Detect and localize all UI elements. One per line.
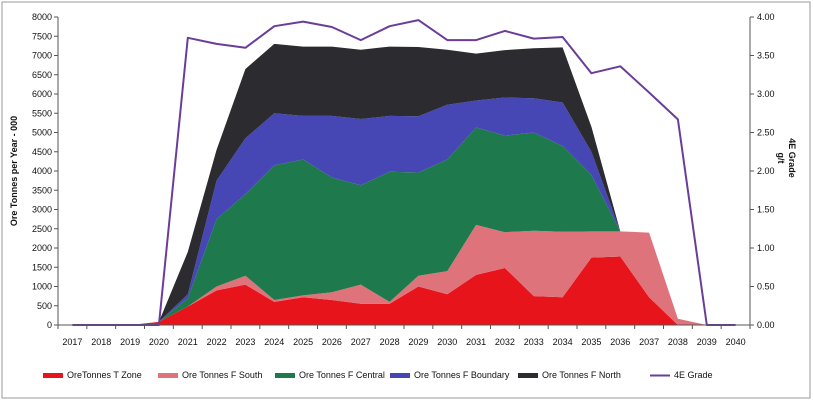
- y-axis-title: Ore Tonnes per Year - 000: [9, 116, 19, 226]
- left-axis-ticks: 0 500 1000 1500 2000 2500 3000 3500 4000 4500 5000…: [32, 12, 58, 330]
- y-tick-label: 0: [47, 320, 52, 330]
- y2-tick-label: 0.00: [757, 320, 775, 330]
- y-tick-label: 3000: [32, 205, 52, 215]
- area-series-2: [72, 127, 736, 325]
- x-tick-label: 2038: [668, 337, 688, 347]
- right-axis-ticks: 0.00 0.50 1.00 1.50 2.00 2.50 3.00 3.50 4.00: [750, 12, 775, 330]
- y-tick-label: 4000: [32, 166, 52, 176]
- legend: OreTonnes T Zone Ore Tonnes F South Ore To…: [43, 370, 713, 380]
- legend-swatch-1: [158, 373, 178, 378]
- x-tick-label: 2034: [553, 337, 573, 347]
- legend-swatch-3: [390, 373, 410, 378]
- y-tick-label: 1500: [32, 262, 52, 272]
- area-series-1: [72, 224, 736, 325]
- x-tick-label: 2036: [610, 337, 630, 347]
- y-tick-label: 7000: [32, 51, 52, 61]
- grade-line: [72, 19, 736, 326]
- x-tick-label: 2031: [466, 337, 486, 347]
- y2-tick-label: 3.50: [757, 51, 775, 61]
- area-series-group: [72, 43, 736, 326]
- y-tick-label: 6000: [32, 89, 52, 99]
- x-tick-label: 2026: [322, 337, 342, 347]
- y2-axis-title-line2: g/t: [776, 153, 786, 164]
- x-tick-label: 2017: [62, 337, 82, 347]
- x-tick-label: 2029: [408, 337, 428, 347]
- y-tick-label: 5500: [32, 108, 52, 118]
- area-series-3: [72, 97, 736, 325]
- area-series-0: [72, 256, 736, 325]
- y2-axis-title-line1: 4E Grade: [787, 138, 797, 178]
- x-tick-label: 2039: [697, 337, 717, 347]
- y-tick-label: 1000: [32, 282, 52, 292]
- legend-label-4: Ore Tonnes F North: [542, 370, 621, 380]
- x-tick-label: 2030: [437, 337, 457, 347]
- legend-label-0: OreTonnes T Zone: [67, 370, 142, 380]
- x-axis-ticks: 2017 2018 2019 2020 2021 2022 2023 2024 2025 2026…: [57, 325, 751, 347]
- x-tick-label: 2021: [178, 337, 198, 347]
- y-tick-label: 3500: [32, 185, 52, 195]
- x-tick-label: 2024: [264, 337, 284, 347]
- x-tick-label: 2020: [149, 337, 169, 347]
- x-tick-label: 2019: [120, 337, 140, 347]
- y2-tick-label: 0.50: [757, 282, 775, 292]
- x-tick-label: 2022: [207, 337, 227, 347]
- x-tick-label: 2032: [495, 337, 515, 347]
- area-series-4: [72, 43, 736, 326]
- legend-swatch-2: [275, 373, 295, 378]
- x-tick-label: 2023: [235, 337, 255, 347]
- y-tick-label: 7500: [32, 31, 52, 41]
- legend-label-grade: 4E Grade: [674, 370, 713, 380]
- y-tick-label: 5000: [32, 128, 52, 138]
- y-tick-label: 500: [37, 301, 52, 311]
- x-tick-label: 2040: [726, 337, 746, 347]
- y-tick-label: 8000: [32, 12, 52, 22]
- x-tick-label: 2025: [293, 337, 313, 347]
- y2-tick-label: 2.50: [757, 128, 775, 138]
- x-tick-label: 2037: [639, 337, 659, 347]
- legend-swatch-4: [518, 373, 538, 378]
- x-tick-label: 2035: [581, 337, 601, 347]
- x-tick-label: 2028: [380, 337, 400, 347]
- y2-tick-label: 2.00: [757, 166, 775, 176]
- y2-tick-label: 1.50: [757, 205, 775, 215]
- y2-tick-label: 4.00: [757, 12, 775, 22]
- y-tick-label: 6500: [32, 70, 52, 80]
- y-tick-label: 4500: [32, 147, 52, 157]
- legend-swatch-0: [43, 373, 63, 378]
- x-tick-label: 2018: [91, 337, 111, 347]
- grade-line-group: [72, 19, 736, 326]
- y2-tick-label: 3.00: [757, 89, 775, 99]
- y-tick-label: 2500: [32, 224, 52, 234]
- legend-label-2: Ore Tonnes F Central: [299, 370, 385, 380]
- y2-tick-label: 1.00: [757, 243, 775, 253]
- x-tick-label: 2027: [351, 337, 371, 347]
- legend-label-3: Ore Tonnes F Boundary: [414, 370, 510, 380]
- x-tick-label: 2033: [524, 337, 544, 347]
- y-tick-label: 2000: [32, 243, 52, 253]
- legend-label-1: Ore Tonnes F South: [182, 370, 262, 380]
